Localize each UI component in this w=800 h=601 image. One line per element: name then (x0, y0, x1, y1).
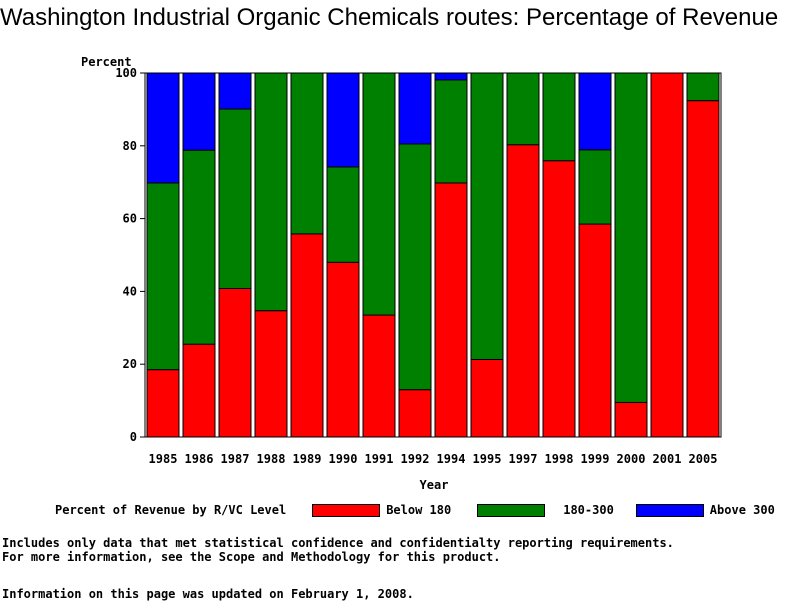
y-tick-label: 20 (123, 357, 137, 371)
bar-segment-1987-above-300 (218, 72, 252, 110)
bar-segment-1999-180-300 (578, 149, 612, 225)
bar-segment-1999-above-300 (578, 72, 612, 151)
x-tick-label: 2000 (617, 452, 646, 466)
legend: Percent of Revenue by R/VC Level Below 1… (55, 502, 775, 518)
bar-segment-1994-180-300 (434, 79, 468, 184)
x-tick-label: 1995 (473, 452, 502, 466)
bar-segment-1990-above-300 (326, 72, 360, 168)
bar-segment-1985-below-180 (146, 369, 180, 438)
x-tick-label: 1999 (581, 452, 610, 466)
x-axis-label: Year (420, 478, 449, 492)
bars-group (146, 72, 720, 438)
x-tick-label: 1991 (365, 452, 394, 466)
bar-segment-1988-180-300 (254, 72, 288, 312)
bar-segment-1994-below-180 (434, 182, 468, 438)
x-tick-label: 2005 (689, 452, 718, 466)
updated-note: Information on this page was updated on … (2, 587, 414, 601)
x-tick-label: 1988 (257, 452, 286, 466)
bar-segment-1992-below-180 (398, 389, 432, 438)
y-tick-label: 100 (115, 66, 137, 80)
legend-swatch-below-180 (312, 503, 381, 517)
legend-title: Percent of Revenue by R/VC Level (55, 503, 287, 517)
plot-frame (144, 72, 722, 438)
bar-segment-1997-180-300 (506, 72, 540, 146)
bar-segment-1987-180-300 (218, 108, 252, 289)
y-tick-label: 60 (123, 212, 137, 226)
bar-segment-2000-below-180 (614, 401, 648, 438)
x-tick-label: 1990 (329, 452, 358, 466)
x-axis: 1985 1986 1987 1988 1989 1990 1991 1992 1994 1995… (149, 452, 718, 466)
bar-segment-1986-below-180 (182, 343, 216, 438)
note-line-2: For more information, see the Scope and … (2, 550, 501, 564)
note-line-1: Includes only data that met statistical … (2, 536, 674, 550)
bar-segment-1987-below-180 (218, 287, 252, 438)
y-tick-label: 80 (123, 139, 137, 153)
x-tick-label: 1986 (185, 452, 214, 466)
y-axis: 0 20 40 60 80 100 (115, 66, 145, 444)
legend-label-180-300: 180-300 (563, 503, 614, 517)
bar-segment-1991-below-180 (362, 314, 396, 438)
x-tick-label: 2001 (653, 452, 682, 466)
legend-swatch-180-300 (477, 503, 546, 517)
bar-segment-2001-below-180 (650, 72, 684, 438)
bar-segment-1989-180-300 (290, 72, 324, 235)
bar-segment-1990-below-180 (326, 261, 360, 438)
bar-segment-1989-below-180 (290, 233, 324, 438)
y-axis-label: Percent (81, 55, 132, 69)
bar-segment-1994-above-300 (434, 72, 468, 81)
bar-segment-1997-below-180 (506, 144, 540, 438)
legend-label-below-180: Below 180 (386, 503, 452, 517)
legend-swatch-above-300 (635, 503, 704, 517)
bar-segment-1986-above-300 (182, 72, 216, 151)
legend-label-above-300: Above 300 (709, 503, 775, 517)
y-tick-label: 40 (123, 284, 137, 298)
bar-segment-1992-180-300 (398, 143, 432, 391)
bar-segment-1998-180-300 (542, 72, 576, 162)
x-tick-label: 1989 (293, 452, 322, 466)
bar-segment-2005-180-300 (686, 72, 720, 102)
bar-segment-1985-180-300 (146, 182, 180, 371)
bar-segment-1986-180-300 (182, 149, 216, 345)
bar-segment-1988-below-180 (254, 310, 288, 438)
x-tick-label: 1985 (149, 452, 178, 466)
bar-segment-1992-above-300 (398, 72, 432, 145)
bar-segment-1999-below-180 (578, 223, 612, 438)
x-tick-label: 1998 (545, 452, 574, 466)
bar-segment-2005-below-180 (686, 100, 720, 438)
bar-segment-1998-below-180 (542, 160, 576, 438)
bar-segment-1995-180-300 (470, 72, 504, 360)
x-tick-label: 1987 (221, 452, 250, 466)
x-tick-label: 1997 (509, 452, 538, 466)
bar-segment-2000-180-300 (614, 72, 648, 403)
bar-segment-1990-180-300 (326, 166, 360, 263)
x-tick-label: 1992 (401, 452, 430, 466)
chart-title: Washington Industrial Organic Chemicals … (0, 4, 779, 31)
x-tick-label: 1994 (437, 452, 466, 466)
bar-segment-1995-below-180 (470, 358, 504, 438)
bar-segment-1985-above-300 (146, 72, 180, 184)
bar-segment-1991-180-300 (362, 72, 396, 316)
y-tick-label: 0 (130, 430, 137, 444)
